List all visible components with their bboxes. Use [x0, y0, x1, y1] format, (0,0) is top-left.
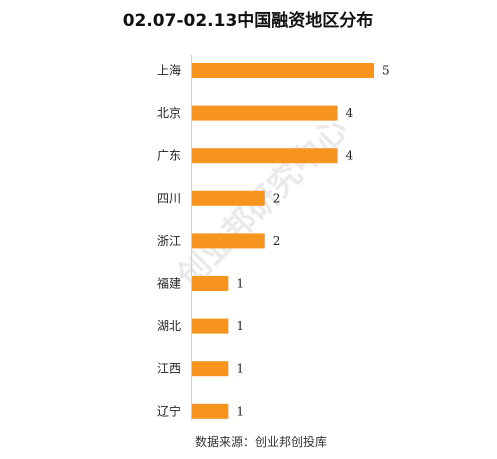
data-source-note: 数据来源：创业邦创投库 — [195, 434, 327, 449]
data-label: 2 — [273, 191, 281, 205]
bar — [192, 148, 338, 164]
category-label: 北京 — [157, 106, 181, 120]
category-label: 浙江 — [157, 234, 181, 248]
bar — [192, 276, 229, 291]
data-label: 1 — [236, 277, 244, 291]
data-label: 4 — [346, 106, 354, 120]
bar — [192, 190, 265, 206]
bar — [192, 361, 229, 377]
category-label: 四川 — [157, 191, 181, 205]
category-label: 上海 — [157, 63, 181, 78]
data-label: 1 — [236, 404, 244, 418]
bar — [192, 105, 338, 121]
bar — [192, 233, 265, 249]
data-label: 5 — [382, 64, 390, 78]
bar — [192, 403, 229, 419]
chart-title: 02.07-02.13中国融资地区分布 — [123, 10, 374, 31]
category-label: 湖北 — [157, 318, 181, 333]
category-label: 广东 — [157, 149, 181, 163]
bar — [192, 318, 229, 334]
data-label: 2 — [273, 234, 281, 248]
category-label: 江西 — [157, 362, 181, 376]
category-label: 福建 — [157, 276, 181, 291]
data-label: 1 — [236, 319, 244, 333]
data-label: 4 — [346, 149, 354, 163]
category-label: 辽宁 — [157, 403, 181, 418]
bars-group: 上海 5 北京 4 广东 4 四川 2 浙江 2 福建 1 湖北 1 江西 1 辽宁 1 — [157, 63, 390, 419]
bar — [192, 63, 374, 78]
data-label: 1 — [236, 362, 244, 376]
